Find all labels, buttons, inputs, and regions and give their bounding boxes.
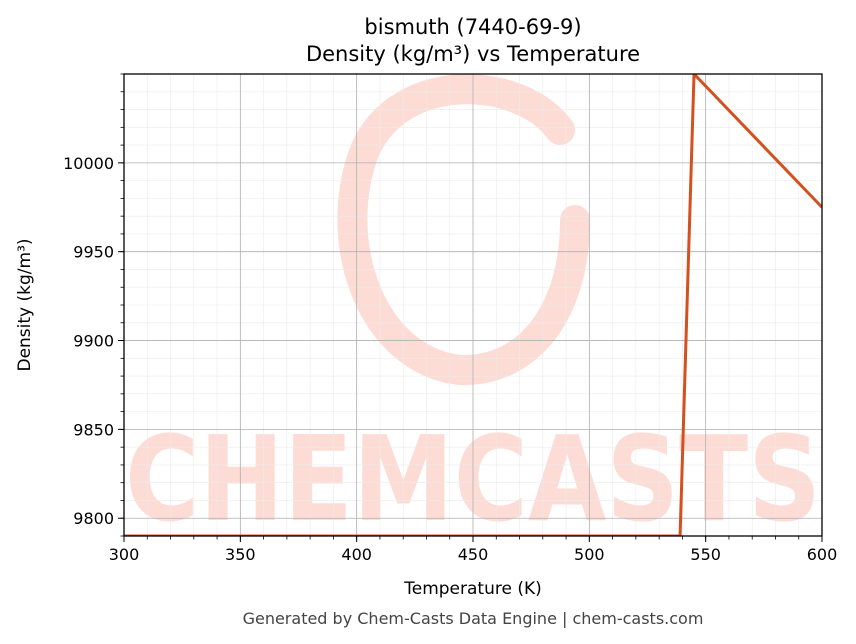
x-tick-label: 400 bbox=[341, 545, 372, 564]
y-tick-label: 9950 bbox=[73, 243, 114, 262]
x-tick-label: 500 bbox=[574, 545, 605, 564]
y-tick-label: 9900 bbox=[73, 332, 114, 351]
x-tick-label: 300 bbox=[109, 545, 140, 564]
series-layer bbox=[124, 74, 822, 536]
y-tick-label: 9850 bbox=[73, 420, 114, 439]
x-axis-tick-labels: 300 350 400 450 500 550 600 bbox=[109, 545, 838, 564]
watermark-swirl bbox=[337, 74, 590, 386]
footer-credit: Generated by Chem-Casts Data Engine | ch… bbox=[243, 609, 704, 628]
y-tick-label: 10000 bbox=[63, 154, 114, 173]
chart-title: bismuth (7440-69-9) bbox=[364, 15, 581, 39]
x-tick-label: 550 bbox=[690, 545, 721, 564]
y-axis-label: Density (kg/m³) bbox=[15, 238, 35, 371]
y-axis-tick-labels: 9800 9850 9900 9950 10000 bbox=[63, 154, 114, 528]
axis-ticks bbox=[118, 73, 823, 542]
y-tick-label: 9800 bbox=[73, 509, 114, 528]
series-line bbox=[124, 74, 822, 536]
x-axis-label: Temperature (K) bbox=[403, 579, 542, 599]
chart-subtitle: Density (kg/m³) vs Temperature bbox=[306, 42, 640, 66]
x-tick-label: 350 bbox=[225, 545, 256, 564]
x-tick-label: 450 bbox=[458, 545, 489, 564]
x-tick-label: 600 bbox=[807, 545, 838, 564]
